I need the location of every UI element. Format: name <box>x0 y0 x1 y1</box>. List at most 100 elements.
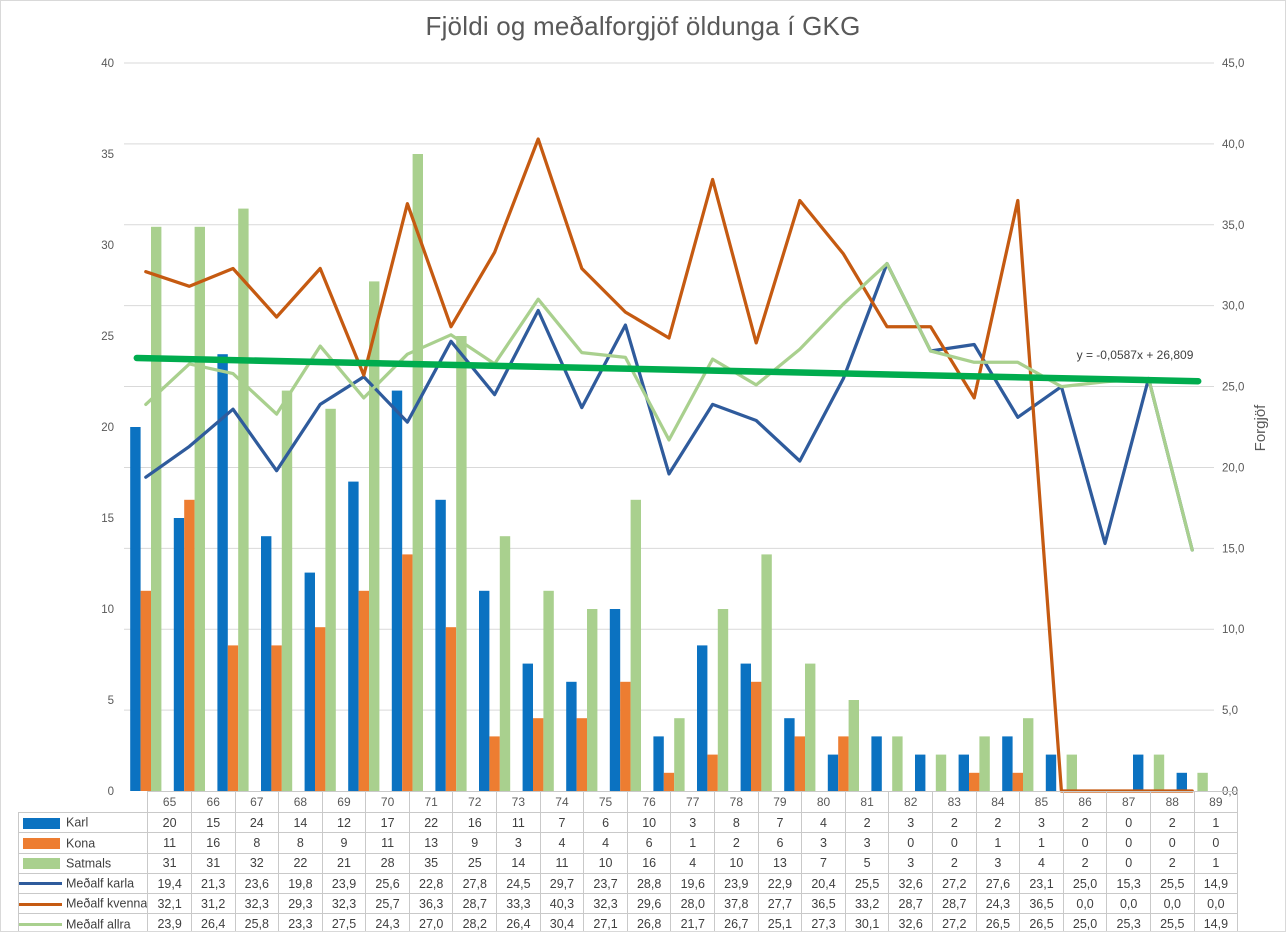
table-cell: 22 <box>278 852 323 874</box>
table-row-karl: Karl 20 15 24 14 12 17 22 16 11 7 6 10 3 8 7 4 2 3 2 2 3 2 0 2 1 <box>17 811 1239 834</box>
bar-satmals <box>848 700 859 791</box>
table-cell: 21,3 <box>190 872 236 895</box>
table-cell: 23,3 <box>278 913 323 931</box>
age-header-cell: 76 <box>626 791 672 813</box>
table-cell: 27,7 <box>757 893 803 915</box>
age-header-cell: 87 <box>1106 791 1151 813</box>
bar-karl <box>566 681 577 791</box>
table-cell: 20,4 <box>801 872 846 895</box>
table-cell: 19,6 <box>670 872 716 895</box>
table-cell: 36,5 <box>1019 893 1064 915</box>
table-cell: 9 <box>321 832 367 854</box>
bar-kona <box>576 718 587 791</box>
bar-karl <box>217 354 228 791</box>
table-cell: 13 <box>408 832 454 854</box>
age-header-cell: 81 <box>844 791 890 813</box>
bar-karl <box>479 590 490 791</box>
table-cell: 28,2 <box>452 913 498 931</box>
table-cell: 16 <box>190 832 236 854</box>
legend-swatch-karl-icon <box>23 817 60 829</box>
right-axis-tick-labels: 0,05,010,015,020,025,030,035,040,045,0 <box>1222 58 1244 798</box>
table-cell: 27,3 <box>801 913 846 931</box>
table-cell: 25,6 <box>365 872 410 895</box>
table-cell: 1 <box>1193 852 1239 874</box>
table-cell: 10 <box>714 852 759 874</box>
table-cell: 3 <box>888 811 933 834</box>
table-cell: 27,0 <box>408 913 454 931</box>
age-header-cell: 65 <box>147 791 192 813</box>
table-cell: 32,3 <box>583 893 628 915</box>
bar-karl <box>915 754 926 791</box>
table-cell: 16 <box>452 811 498 834</box>
table-cell: 22 <box>408 811 454 834</box>
table-cell: 33,3 <box>496 893 541 915</box>
table-cell: 25,7 <box>365 893 410 915</box>
table-cell: 25,8 <box>234 913 280 931</box>
table-cell: 11 <box>365 832 410 854</box>
line-medalf-allra <box>144 261 1194 552</box>
table-cell: 13 <box>757 852 803 874</box>
bar-satmals <box>499 536 511 791</box>
table-cell: 25,5 <box>844 872 890 895</box>
age-header-cell: 71 <box>408 791 454 813</box>
legend-medalf-kvenna: Meðalf kvenna <box>17 893 149 915</box>
table-cell: 30,1 <box>844 913 890 931</box>
table-cell: 14 <box>496 852 541 874</box>
bar-kona <box>620 681 631 791</box>
bar-karl <box>173 518 185 791</box>
bar-karl <box>871 736 882 791</box>
legend-label: Karl <box>66 816 89 830</box>
bar-karl <box>827 754 839 791</box>
table-cell: 1 <box>670 832 716 854</box>
table-cell: 17 <box>365 811 410 834</box>
age-header-cell: 75 <box>583 791 628 813</box>
age-header-cell: 78 <box>714 791 759 813</box>
age-header-cell: 67 <box>234 791 280 813</box>
bar-karl <box>609 609 621 791</box>
table-cell: 10 <box>583 852 628 874</box>
bar-satmals <box>456 336 467 791</box>
table-row-medalf-kvenna: Meðalf kvenna 32,1 31,2 32,3 29,3 32,3 25,7 36,… <box>17 893 1239 915</box>
bar-karl <box>522 663 533 791</box>
table-cell: 25,5 <box>1149 913 1195 931</box>
age-header-cell: 82 <box>888 791 933 813</box>
table-cell: 0 <box>888 832 933 854</box>
table-row-kona: Kona 11 16 8 8 9 11 13 9 3 4 4 6 1 2 6 3 3 0 0 1 1 0 0 0 0 <box>17 832 1239 854</box>
age-header-cell: 72 <box>452 791 498 813</box>
bar-karl <box>130 427 141 791</box>
age-header-cell: 74 <box>539 791 585 813</box>
table-cell: 33,2 <box>844 893 890 915</box>
age-header-cell: 73 <box>496 791 541 813</box>
right-axis-tick: 35,0 <box>1222 220 1244 232</box>
table-cell: 3 <box>670 811 716 834</box>
table-cell: 14,9 <box>1193 913 1239 931</box>
table-cell: 22,8 <box>408 872 454 895</box>
table-cell: 2 <box>975 811 1021 834</box>
legend-label: Satmals <box>66 856 112 871</box>
bar-kona <box>271 645 282 791</box>
table-cell: 32,3 <box>321 893 367 915</box>
age-header-cell: 83 <box>932 791 977 813</box>
right-axis-tick: 15,0 <box>1222 543 1244 555</box>
right-axis-tick: 10,0 <box>1222 624 1244 636</box>
table-cell: 25,0 <box>1062 913 1108 931</box>
table-cell: 0 <box>932 832 977 854</box>
left-axis-tick: 35 <box>101 149 114 161</box>
bar-karl <box>958 754 969 791</box>
legend-label: Meðalf kvenna <box>66 897 148 912</box>
legend-label: Meðalf allra <box>66 917 131 932</box>
left-axis-tick: 25 <box>101 331 114 343</box>
legend-kona: Kona <box>17 832 149 854</box>
table-cell: 9 <box>452 832 498 854</box>
bar-karl <box>784 718 795 791</box>
bar-kona <box>489 736 500 791</box>
table-cell: 2 <box>1062 852 1108 874</box>
table-cell: 25 <box>452 852 498 874</box>
table-cell: 0 <box>1106 852 1151 874</box>
table-cell: 24,3 <box>365 913 410 931</box>
table-cell: 4 <box>801 811 846 834</box>
table-cell: 7 <box>539 811 585 834</box>
right-axis-tick: 5,0 <box>1222 705 1238 717</box>
